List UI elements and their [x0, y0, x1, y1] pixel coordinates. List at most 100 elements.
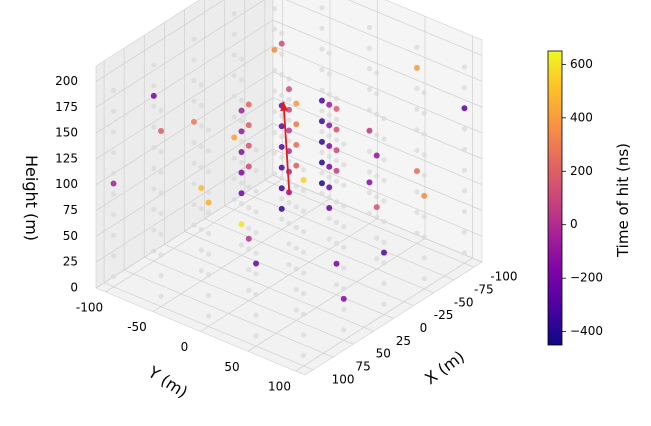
hit-point	[340, 295, 347, 302]
unhit-module	[333, 240, 340, 246]
hit-point	[381, 249, 387, 256]
unhit-module	[238, 159, 245, 165]
x-tick-label: -50	[454, 295, 474, 309]
unhit-module	[319, 128, 325, 135]
unhit-module	[461, 167, 468, 173]
y-tick-label: -100	[76, 300, 103, 314]
unhit-module	[279, 72, 285, 78]
unhit-module	[326, 91, 332, 98]
unhit-module	[366, 210, 373, 216]
unhit-module	[110, 129, 117, 135]
unhit-module	[374, 173, 380, 179]
unhit-module	[271, 88, 278, 94]
gridline-z-xwall	[347, 0, 483, 56]
unhit-module	[326, 236, 332, 242]
unhit-module	[374, 90, 380, 97]
unhit-module	[246, 287, 252, 293]
hit-point	[110, 180, 117, 187]
z-tick-label: 0	[70, 281, 78, 295]
unhit-module	[110, 191, 117, 197]
unhit-module	[414, 147, 420, 154]
unhit-module	[366, 24, 373, 31]
unhit-module	[341, 306, 347, 312]
unhit-module	[158, 273, 164, 279]
hit-point	[238, 190, 245, 197]
unhit-module	[253, 229, 259, 236]
unhit-module	[110, 170, 117, 176]
unhit-module	[231, 155, 237, 161]
unhit-module	[366, 45, 373, 51]
hit-point	[333, 105, 340, 112]
unhit-module	[205, 230, 212, 237]
colorbar-bar	[547, 50, 563, 346]
hit-point	[231, 134, 238, 141]
gridline-y-floor	[295, 257, 473, 372]
hit-point	[461, 105, 468, 112]
unhit-module	[279, 51, 285, 57]
unhit-module	[158, 190, 164, 196]
unhit-module	[326, 174, 332, 180]
unhit-module	[374, 111, 380, 117]
hit-point	[293, 100, 300, 107]
unhit-module	[231, 72, 237, 79]
unhit-module	[414, 106, 420, 112]
hit-point	[333, 167, 340, 174]
unhit-module	[205, 168, 212, 175]
unhit-module	[374, 214, 380, 221]
grid-lines	[95, 0, 483, 372]
hit-point	[318, 118, 325, 125]
unhit-module	[151, 103, 157, 109]
hit-point	[271, 46, 278, 53]
unhit-module	[158, 252, 164, 258]
unhit-module	[341, 327, 347, 333]
gridline-z-xwall	[272, 19, 483, 108]
hit-point	[293, 162, 300, 169]
unhit-module	[374, 70, 380, 76]
z-tick-label: 25	[63, 255, 78, 269]
hit-point	[326, 205, 333, 212]
unhit-module	[333, 116, 340, 122]
unhit-module	[366, 66, 373, 72]
hit-point	[158, 128, 165, 135]
unhit-module	[326, 133, 332, 139]
hit-point	[413, 64, 420, 71]
gridline-z-xwall	[285, 0, 483, 82]
axis-ticks: -100-75-50-250255075100-100-500501000255…	[55, 74, 517, 394]
unhit-module	[319, 5, 325, 11]
hit-point	[286, 106, 292, 113]
x-axis-label: X (m)	[421, 347, 468, 388]
unhit-module	[151, 124, 157, 130]
unhit-module	[279, 154, 285, 160]
unhit-module	[366, 169, 373, 175]
unhit-module	[279, 195, 285, 202]
colorbar-tick-label: −200	[570, 271, 603, 285]
unhit-module	[253, 168, 259, 174]
unhit-module	[381, 239, 387, 245]
unhit-module	[300, 167, 307, 173]
unhit-module	[158, 169, 164, 175]
hit-point	[318, 159, 325, 166]
y-tick-label: 0	[181, 340, 189, 354]
unhit-module	[326, 112, 332, 118]
unhit-module	[191, 201, 197, 208]
unhit-module	[421, 152, 427, 158]
unhit-module	[300, 208, 307, 214]
unhit-module	[271, 129, 278, 136]
unhit-module	[414, 85, 420, 92]
unhit-module	[381, 115, 387, 121]
unhit-module	[381, 219, 387, 225]
unhit-module	[191, 160, 197, 166]
unhit-module	[271, 150, 278, 156]
unhit-module	[333, 95, 340, 102]
unhit-module	[205, 251, 212, 257]
unhit-module	[191, 57, 197, 63]
hit-point	[318, 138, 325, 145]
unhit-module	[151, 206, 157, 213]
unhit-module	[461, 229, 468, 235]
unhit-module	[414, 209, 420, 216]
unhit-module	[293, 224, 299, 231]
unhit-module	[110, 273, 117, 280]
unhit-module	[253, 291, 259, 298]
gridline-z-xwall	[272, 97, 483, 185]
